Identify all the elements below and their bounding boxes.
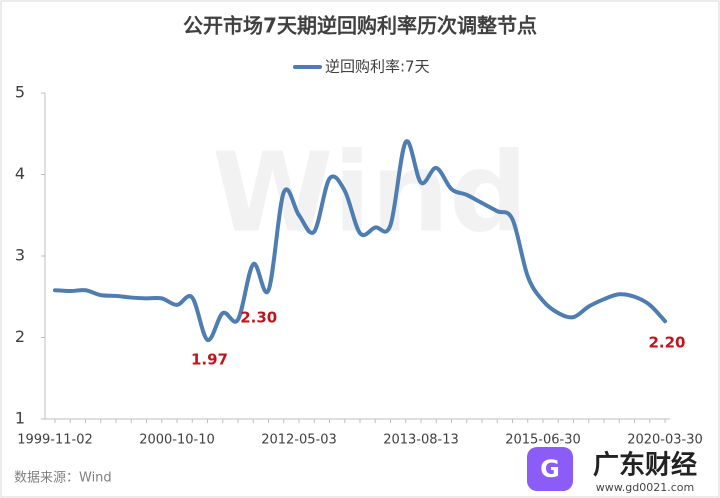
x-tick-label: 2013-08-13 (383, 433, 459, 448)
y-tick-label: 3 (15, 246, 25, 265)
brand-logo (527, 447, 573, 491)
brand-name: 广东财经 (593, 450, 697, 481)
legend-label: 逆回购利率:7天 (325, 58, 430, 76)
y-tick-label: 1 (15, 409, 25, 428)
series-line (53, 139, 667, 342)
source: 数据来源：Wind (14, 471, 112, 486)
data-label: 2.30 (240, 309, 277, 327)
data-label: 1.97 (191, 350, 228, 368)
y-tick-label: 4 (15, 164, 25, 183)
y-tick-label: 2 (15, 327, 25, 346)
brand: G 广东财经 www.gd0021.com (527, 447, 697, 494)
y-tick-label: 5 (15, 83, 25, 102)
x-tick-label: 2020-03-30 (627, 433, 703, 448)
watermark: Wind (212, 128, 528, 256)
chart-title: 公开市场7天期逆回购利率历次调整节点 (183, 14, 537, 38)
x-tick-label: 1999-11-02 (17, 433, 93, 448)
data-label: 2.20 (648, 334, 685, 352)
x-tick-label: 2012-05-03 (261, 433, 337, 448)
x-tick-label: 2000-10-10 (139, 433, 215, 448)
brand-url: www.gd0021.com (596, 481, 694, 494)
x-tick-label: 2015-06-30 (505, 433, 581, 448)
brand-logo-letter: G (540, 455, 560, 483)
